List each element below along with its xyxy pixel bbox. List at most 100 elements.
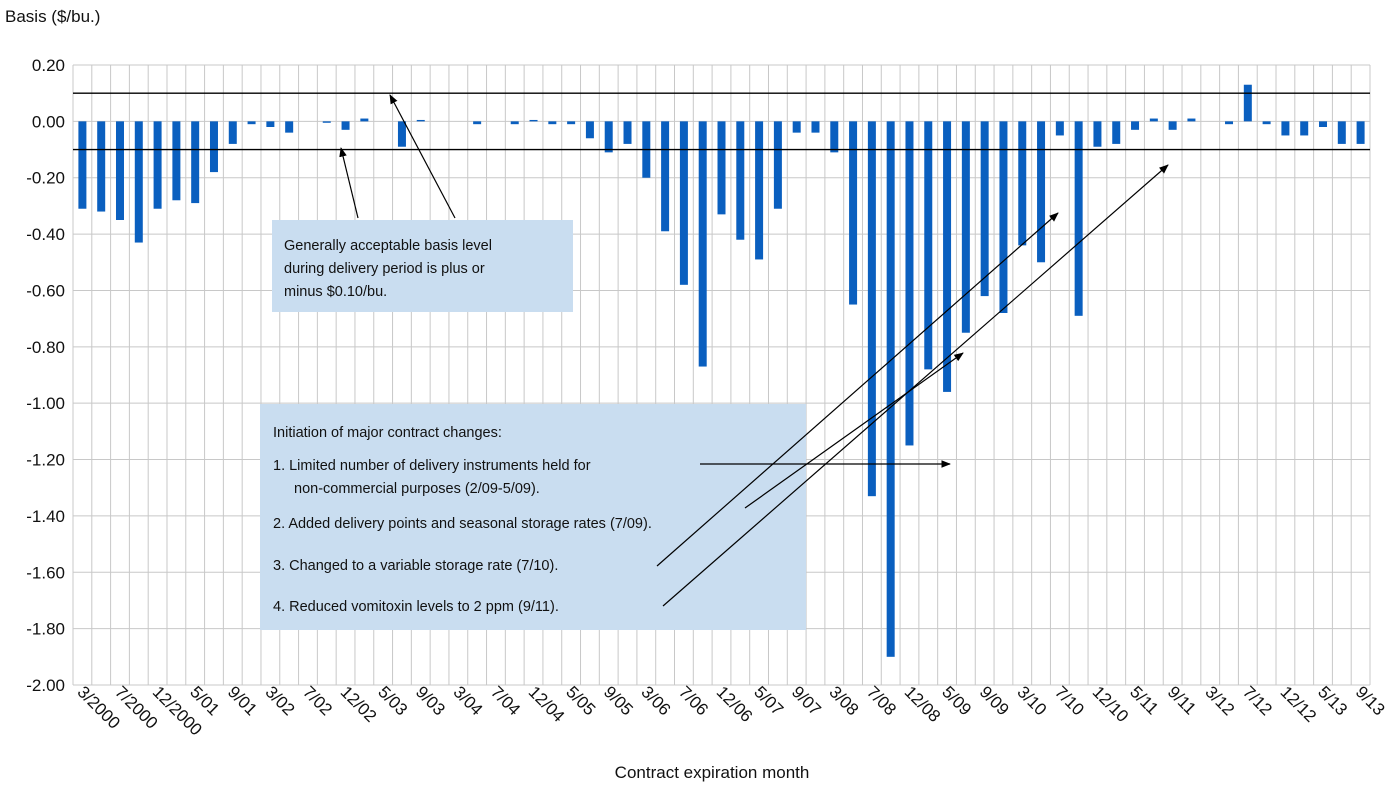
- bar: [229, 121, 237, 144]
- y-axis-title: Basis ($/bu.): [5, 7, 100, 26]
- bar: [1131, 121, 1139, 129]
- x-tick-label: 7/06: [675, 682, 712, 719]
- bar: [1319, 121, 1327, 127]
- bar: [323, 121, 331, 122]
- x-tick-label: 9/01: [224, 682, 261, 719]
- x-tick-label: 12/04: [525, 682, 569, 726]
- bar: [1018, 121, 1026, 245]
- bar: [530, 120, 538, 121]
- annotation-text: 1. Limited number of delivery instrument…: [273, 458, 591, 474]
- bar: [360, 119, 368, 122]
- x-tick-label: 3/08: [825, 682, 862, 719]
- x-tick-label: 3/10: [1013, 682, 1050, 719]
- x-tick-label: 12/10: [1089, 682, 1133, 726]
- y-tick-label: -0.80: [26, 338, 65, 357]
- bar: [924, 121, 932, 369]
- bar: [285, 121, 293, 132]
- bar: [342, 121, 350, 129]
- x-tick-label: 12/08: [901, 682, 945, 726]
- x-tick-label: 12/12: [1277, 682, 1321, 726]
- x-tick-label: 5/07: [750, 682, 787, 719]
- bar: [172, 121, 180, 200]
- bar: [1338, 121, 1346, 144]
- x-tick-label: 12/06: [713, 682, 757, 726]
- x-tick-label: 7/02: [299, 682, 336, 719]
- y-tick-label: -0.60: [26, 281, 65, 300]
- bar: [97, 121, 105, 211]
- bar: [1093, 121, 1101, 146]
- bar: [511, 121, 519, 124]
- x-tick-label: 7/04: [487, 682, 524, 719]
- annotation-text: 4. Reduced vomitoxin levels to 2 ppm (9/…: [273, 599, 559, 615]
- annotation-text: Initiation of major contract changes:: [273, 425, 502, 441]
- bar: [905, 121, 913, 445]
- annotation-text: non-commercial purposes (2/09-5/09).: [294, 481, 540, 497]
- annotation-text: Generally acceptable basis level: [284, 238, 492, 254]
- bar: [1187, 119, 1195, 122]
- bar: [1112, 121, 1120, 144]
- y-tick-label: -1.00: [26, 394, 65, 413]
- bar: [417, 120, 425, 121]
- annotation-text: minus $0.10/bu.: [284, 284, 387, 300]
- bar: [680, 121, 688, 284]
- y-tick-label: -0.20: [26, 169, 65, 188]
- bar: [943, 121, 951, 392]
- x-tick-label: 3/06: [637, 682, 674, 719]
- annotation-text: during delivery period is plus or: [284, 261, 485, 277]
- bar: [736, 121, 744, 239]
- bar: [605, 121, 613, 152]
- bar: [849, 121, 857, 304]
- bar: [830, 121, 838, 152]
- bar: [699, 121, 707, 366]
- bar: [793, 121, 801, 132]
- bar: [266, 121, 274, 127]
- annotation-text: 3. Changed to a variable storage rate (7…: [273, 558, 558, 574]
- bar: [1075, 121, 1083, 315]
- bar: [586, 121, 594, 138]
- bar: [210, 121, 218, 172]
- bar: [116, 121, 124, 220]
- bar: [718, 121, 726, 214]
- bar: [774, 121, 782, 208]
- bar: [1150, 119, 1158, 122]
- x-tick-label: 3/02: [262, 682, 299, 719]
- bar: [154, 121, 162, 208]
- bar: [661, 121, 669, 231]
- bar: [624, 121, 632, 144]
- x-tick-label: 9/11: [1164, 682, 1200, 718]
- x-tick-label: 5/09: [938, 682, 975, 719]
- bar: [1056, 121, 1064, 135]
- x-tick-label: 5/05: [562, 682, 599, 719]
- bar: [1037, 121, 1045, 262]
- x-tick-label: 12/02: [337, 682, 381, 726]
- x-axis-title: Contract expiration month: [615, 763, 810, 782]
- y-tick-label: -1.40: [26, 507, 65, 526]
- bar: [1357, 121, 1365, 144]
- x-tick-label: 3/04: [450, 682, 487, 719]
- bar: [548, 121, 556, 124]
- bar: [1244, 85, 1252, 122]
- bar: [811, 121, 819, 132]
- bar: [1300, 121, 1308, 135]
- bar: [887, 121, 895, 656]
- x-tick-label: 9/03: [412, 682, 449, 719]
- x-tick-label: 9/13: [1352, 682, 1389, 719]
- bar: [135, 121, 143, 242]
- x-tick-label: 7/08: [863, 682, 900, 719]
- annotation-text: 2. Added delivery points and seasonal st…: [273, 516, 652, 532]
- x-tick-label: 9/09: [976, 682, 1013, 719]
- y-tick-label: -1.80: [26, 620, 65, 639]
- y-tick-label: -1.20: [26, 451, 65, 470]
- bar: [1263, 121, 1271, 124]
- x-tick-label: 9/07: [788, 682, 825, 719]
- y-tick-label: -0.40: [26, 225, 65, 244]
- x-tick-label: 3/12: [1201, 682, 1238, 719]
- bar: [191, 121, 199, 203]
- bar: [78, 121, 86, 208]
- bar: [981, 121, 989, 296]
- y-tick-label: 0.00: [32, 112, 65, 131]
- x-tick-label: 5/03: [374, 682, 411, 719]
- x-tick-label: 9/05: [600, 682, 637, 719]
- bar: [868, 121, 876, 496]
